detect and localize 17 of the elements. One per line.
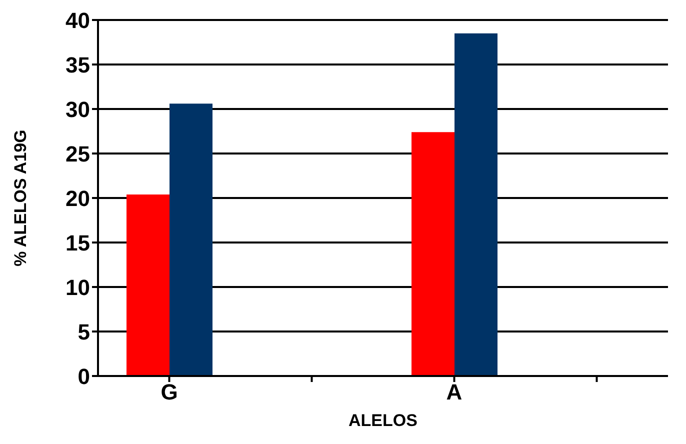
- x-tick-label: A: [446, 380, 462, 405]
- y-tick-label: 5: [78, 319, 90, 344]
- y-tick-label: 0: [78, 364, 90, 389]
- y-tick-label: 30: [66, 96, 90, 122]
- y-tick-label: 10: [66, 274, 90, 300]
- y-tick-label: 40: [66, 8, 90, 33]
- y-axis-title: % ALELOS A19G: [11, 130, 30, 266]
- x-axis-title: ALELOS: [348, 411, 418, 430]
- bar: [170, 104, 212, 376]
- bar: [126, 194, 170, 376]
- y-tick-label: 35: [66, 52, 90, 78]
- y-tick-label: 20: [66, 186, 90, 211]
- y-tick-label: 15: [66, 230, 90, 256]
- bar: [412, 132, 454, 376]
- bar: [454, 33, 498, 376]
- x-tick-label: G: [160, 380, 178, 405]
- y-tick-label: 25: [66, 141, 90, 166]
